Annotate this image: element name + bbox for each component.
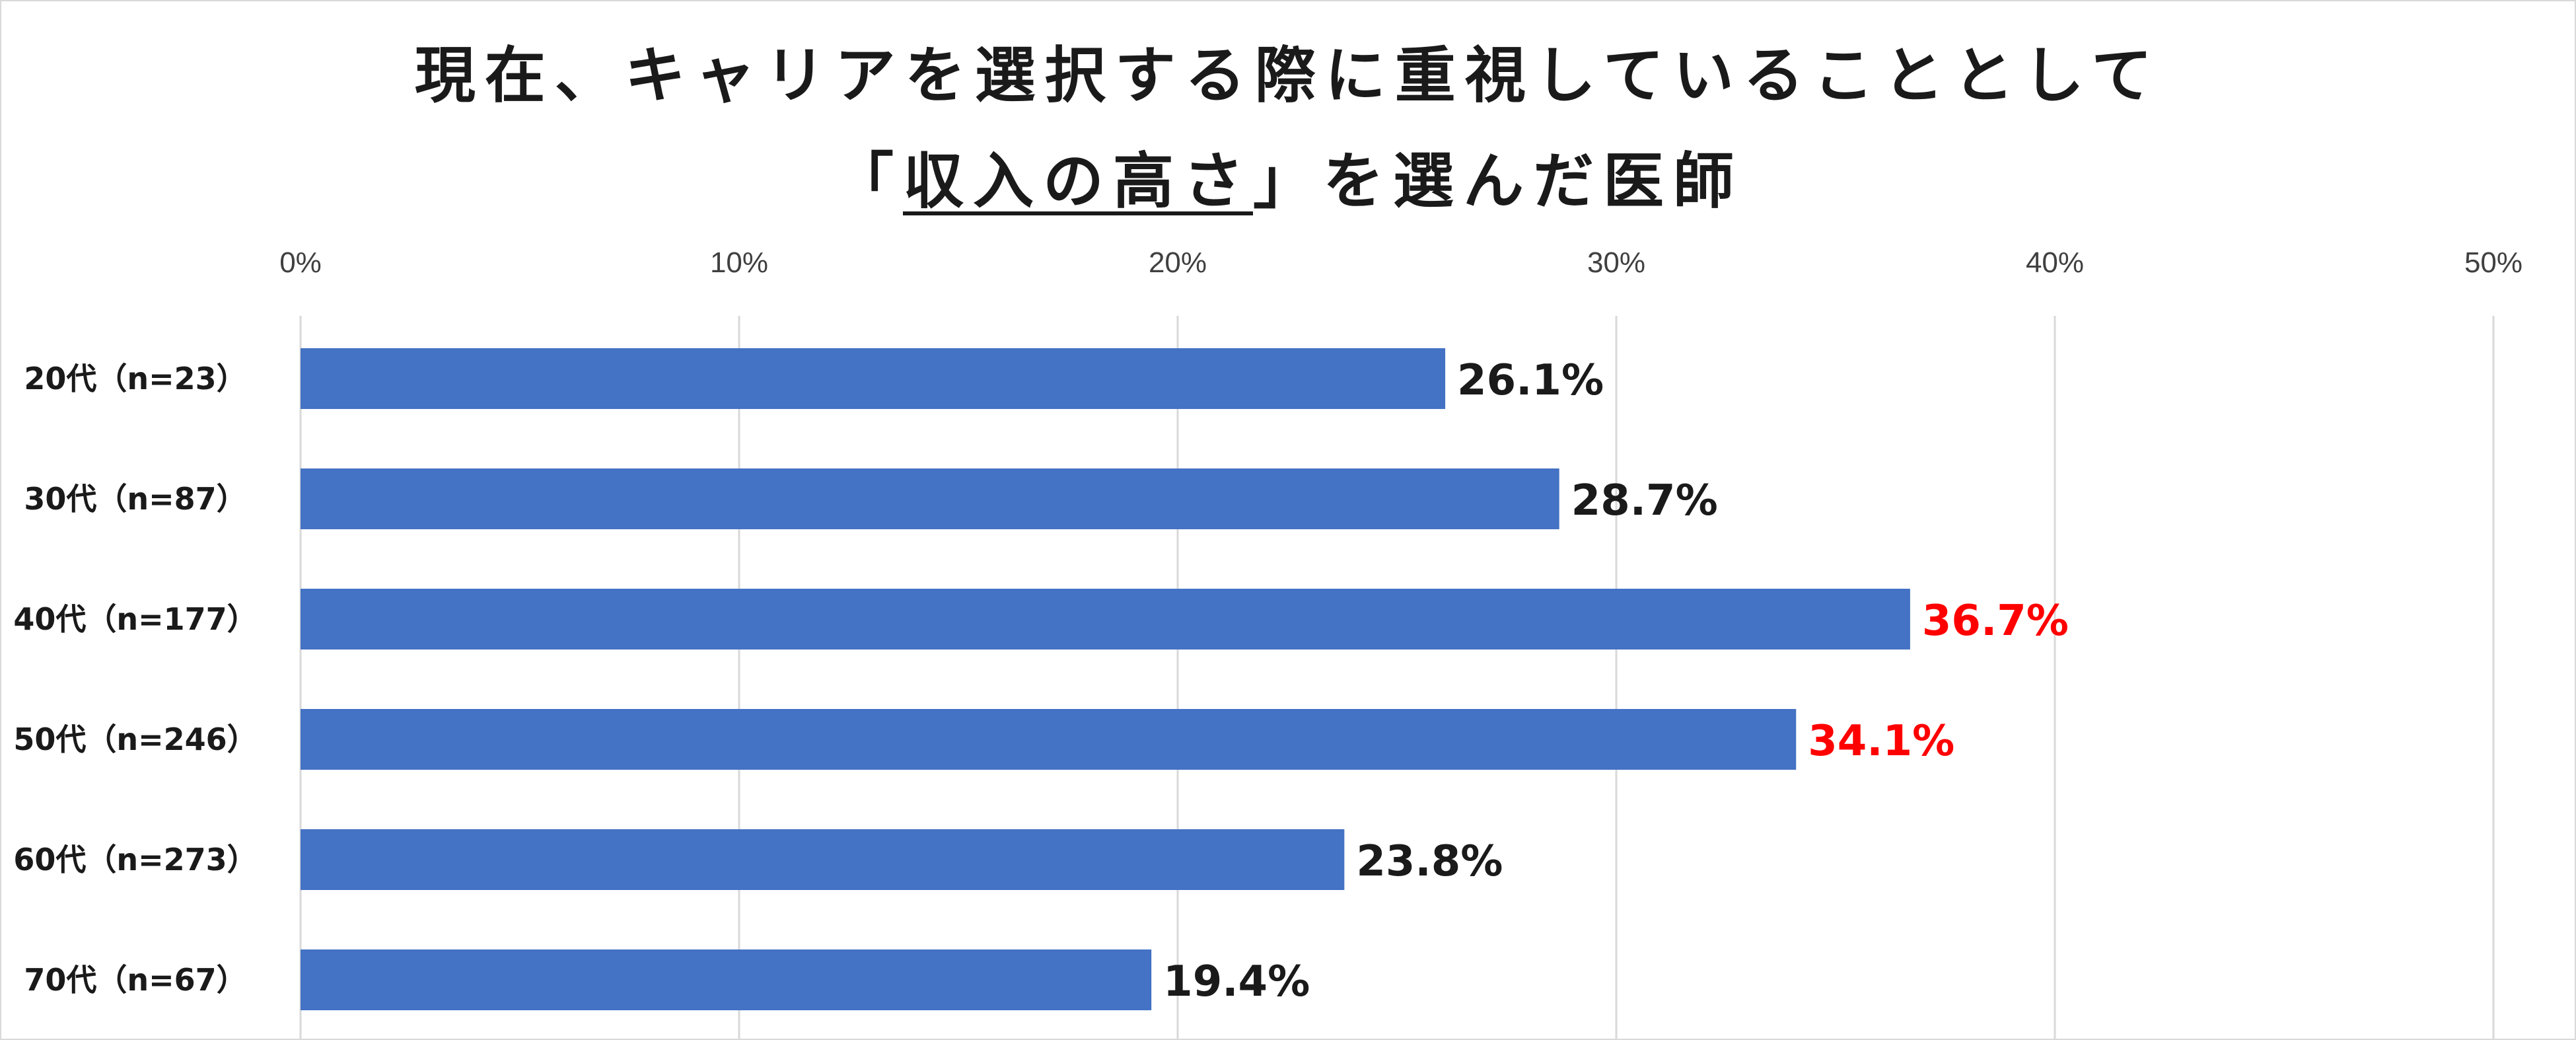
value-labels: 26.1% 28.7% 36.7% 34.1% 23.8% 19.4% [1163, 356, 2069, 1006]
chart-title-line-2: 「収入の高さ」を選んだ医師 [0, 132, 2576, 220]
bar [301, 709, 1797, 770]
x-tick-label: 30% [1587, 246, 1645, 279]
x-tick-label: 40% [2026, 246, 2084, 279]
value-label: 28.7% [1571, 476, 1718, 525]
category-label: 20代（n=23） [24, 361, 246, 396]
value-label: 26.1% [1457, 356, 1604, 405]
x-tick-label: 20% [1149, 246, 1207, 279]
value-label: 36.7% [1922, 597, 2069, 646]
x-tick-label: 0% [279, 246, 322, 279]
x-axis-ticks: 0% 10% 20% 30% 40% 50% [279, 246, 2522, 279]
chart-title-line-1: 現在、キャリアを選択する際に重視していることとして [0, 26, 2576, 114]
category-label: 60代（n=273） [13, 842, 257, 877]
category-label: 30代（n=87） [24, 481, 246, 517]
value-label: 23.8% [1356, 837, 1503, 886]
category-label: 50代（n=246） [13, 722, 257, 757]
value-label: 34.1% [1808, 717, 1954, 766]
value-label: 19.4% [1163, 957, 1310, 1006]
x-tick-label: 50% [2464, 246, 2522, 279]
bar [301, 829, 1345, 890]
category-label: 40代（n=177） [13, 601, 257, 637]
title-open-bracket: 「 [832, 146, 903, 217]
bar [301, 949, 1152, 1010]
bar [301, 348, 1446, 409]
bar [301, 589, 1910, 650]
category-labels: 20代（n=23） 30代（n=87） 40代（n=177） 50代（n=246） 60… [13, 361, 257, 998]
bars [301, 348, 1910, 1010]
title-line-1-text: 現在、キャリアを選択する際に重視していることとして [414, 40, 2162, 111]
title-line-2-rest: 」を選んだ医師 [1253, 146, 1744, 217]
category-label: 70代（n=67） [24, 962, 246, 998]
gridlines [299, 316, 2495, 1040]
x-tick-label: 10% [710, 246, 768, 279]
bar [301, 468, 1559, 529]
title-underlined-phrase: 収入の高さ [902, 146, 1253, 217]
